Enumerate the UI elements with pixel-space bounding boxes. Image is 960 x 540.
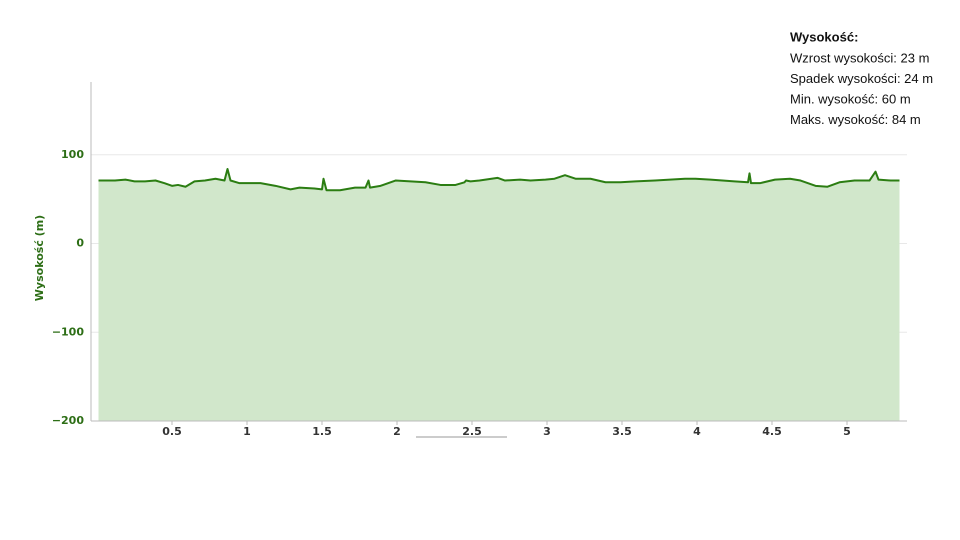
y-axis-label: Wysokość (m): [33, 215, 46, 301]
x-tick-label: 3: [543, 425, 551, 438]
info-line: Wzrost wysokości: 23 m: [790, 50, 929, 65]
x-tick-label: 5: [843, 425, 851, 438]
info-title: Wysokość:: [790, 29, 858, 44]
info-line: Maks. wysokość: 84 m: [790, 112, 921, 127]
x-tick-label: 4.5: [762, 425, 782, 438]
y-tick-label: 100: [61, 148, 84, 161]
x-tick-label: 2.5: [462, 425, 482, 438]
x-tick-label: 1: [243, 425, 251, 438]
line: [98, 167, 900, 192]
x-tick-label: 0.5: [162, 425, 182, 438]
x-tick-label: 3.5: [612, 425, 632, 438]
y-tick-label: −200: [52, 414, 85, 427]
info-line: Min. wysokość: 60 m: [790, 91, 911, 106]
x-tick-label: 2: [393, 425, 401, 438]
y-tick-label: −100: [52, 325, 85, 338]
x-tick-label: 4: [693, 425, 701, 438]
y-tick-label: 0: [76, 237, 84, 250]
info-line: Spadek wysokości: 24 m: [790, 71, 933, 86]
x-tick-label: 1.5: [312, 425, 332, 438]
area: [98, 168, 900, 421]
